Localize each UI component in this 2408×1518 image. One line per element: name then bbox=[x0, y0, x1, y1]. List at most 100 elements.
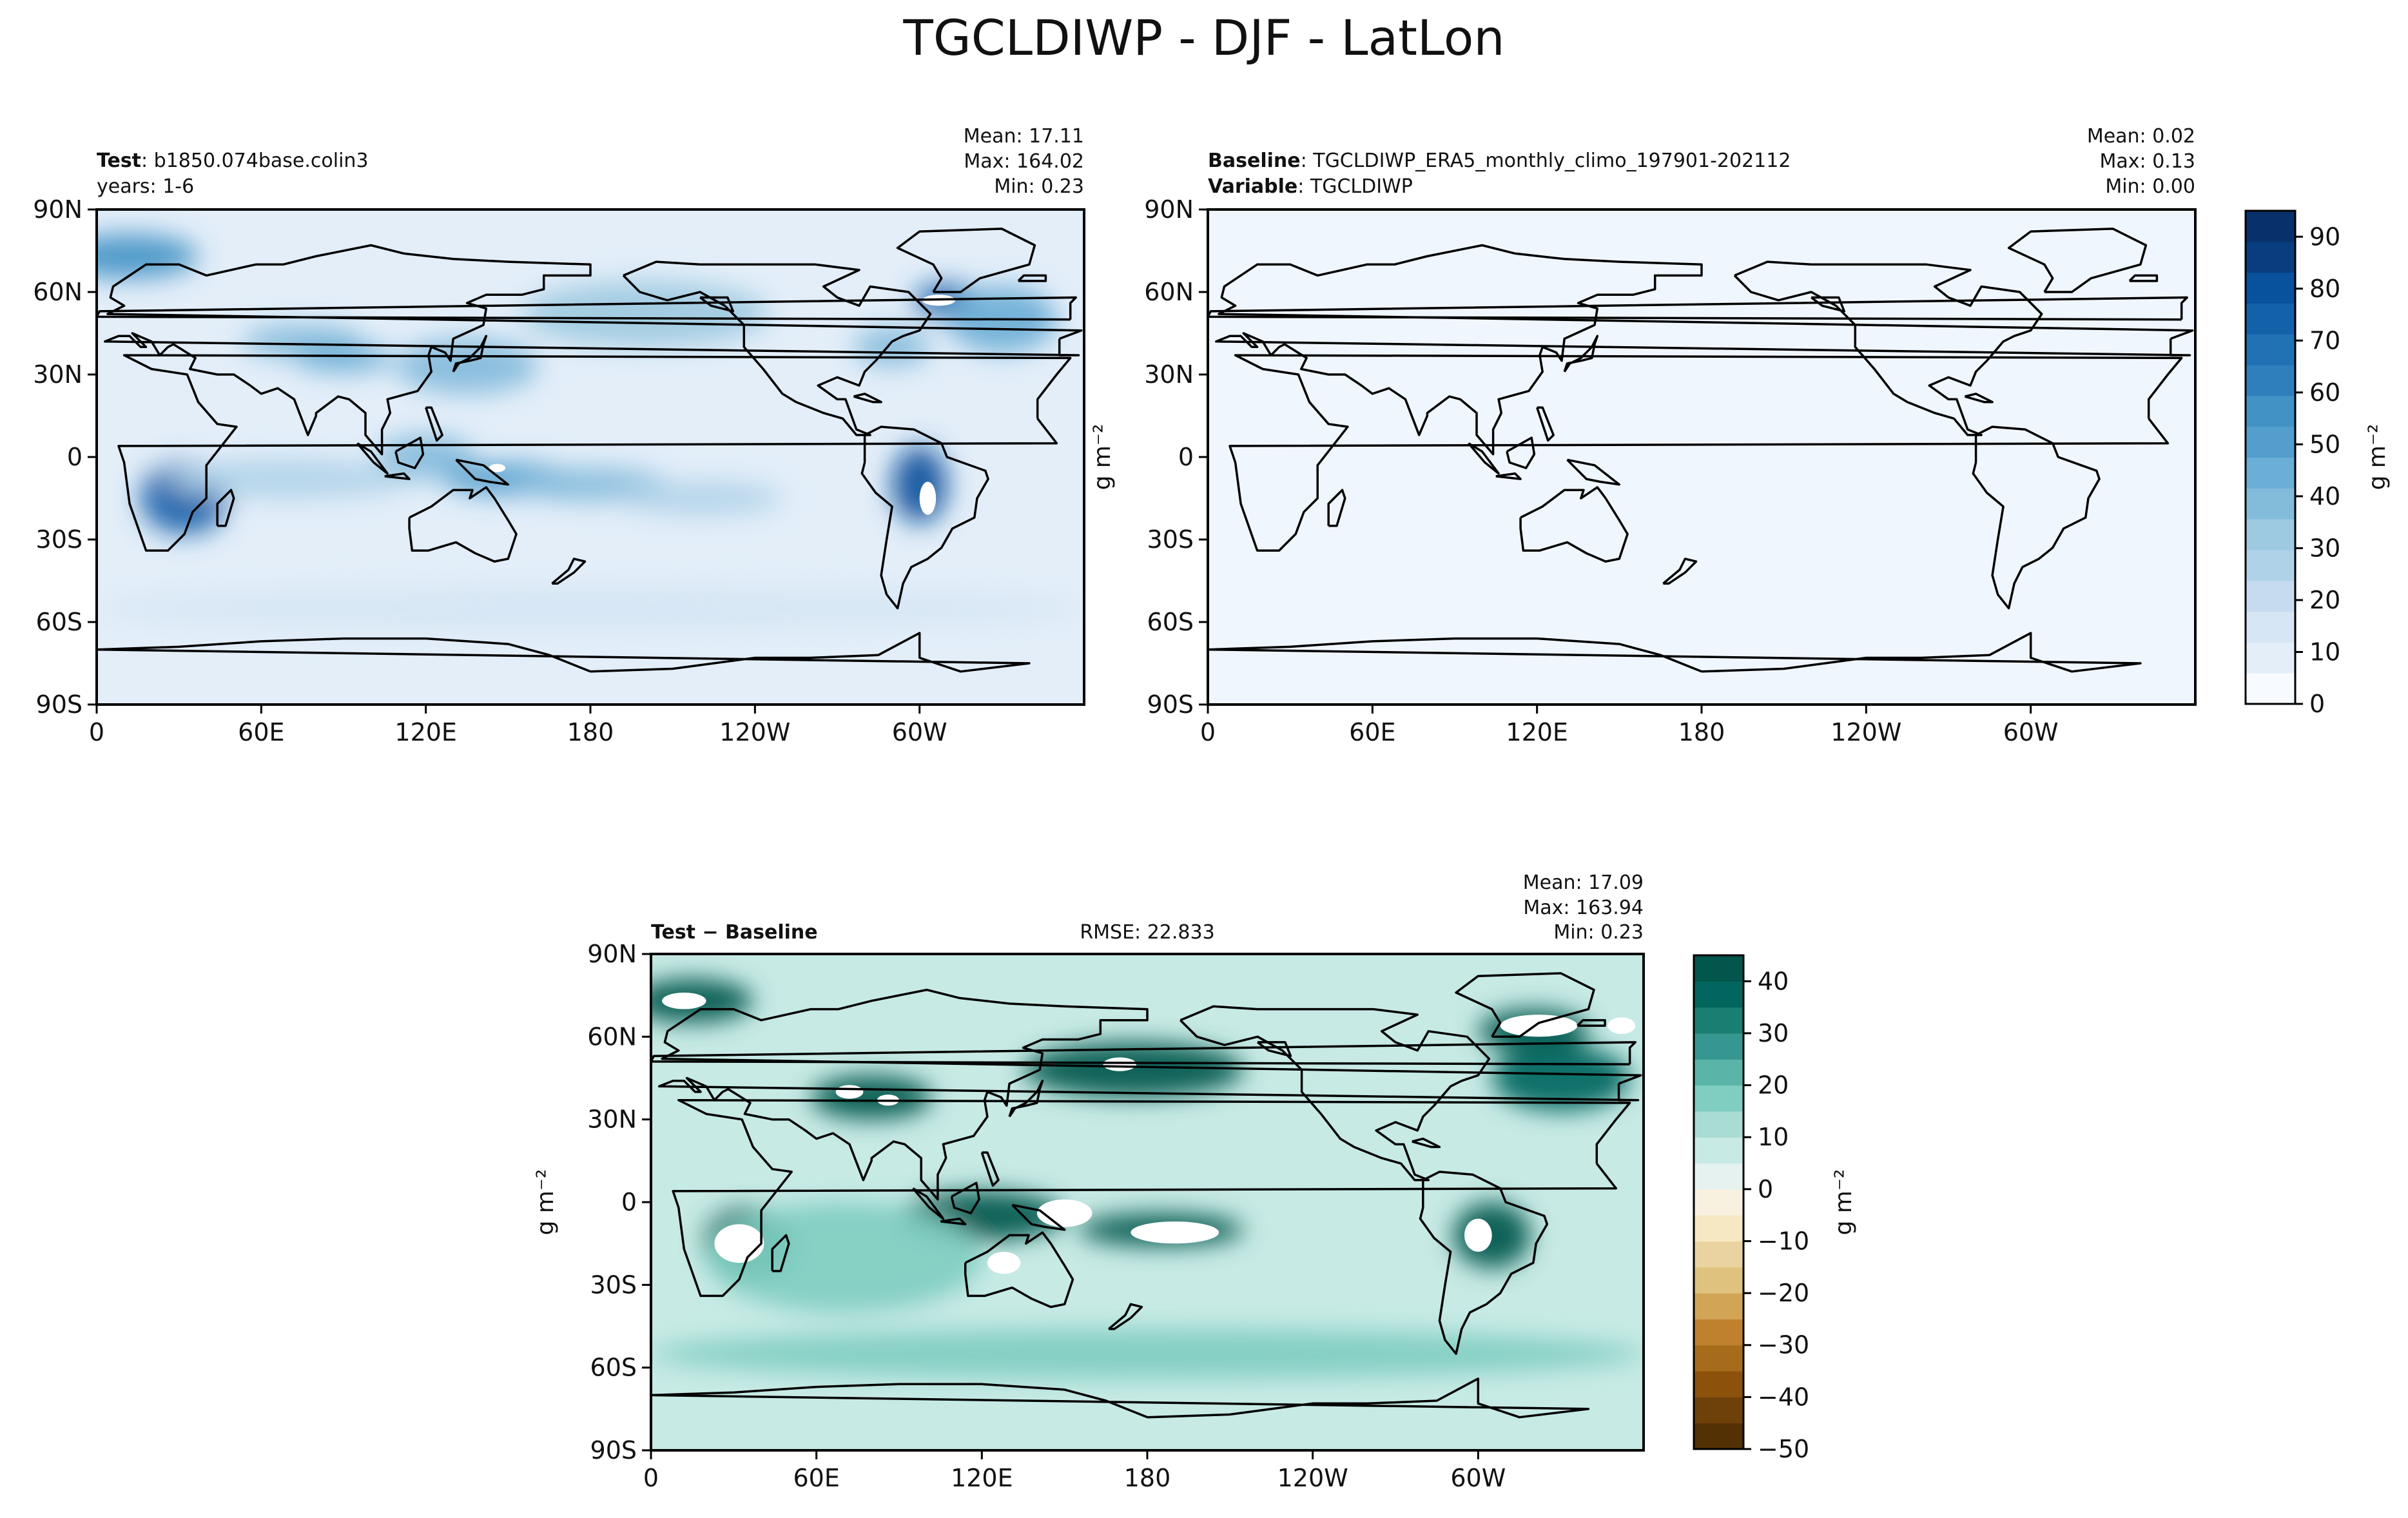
diff-xtick-label: 180 bbox=[1124, 1464, 1171, 1492]
diff-field-blobs bbox=[651, 978, 1644, 1379]
colorbar-blues-cell bbox=[2246, 549, 2295, 581]
test-coastline bbox=[104, 244, 1083, 456]
test-coastline bbox=[853, 393, 882, 404]
diff-field-saturated bbox=[1607, 1017, 1636, 1035]
panel-baseline-stat-min: Min: 0.00 bbox=[2105, 175, 2195, 198]
colorbar-diff-tick-label: 30 bbox=[1758, 1019, 1789, 1047]
test-coastline bbox=[97, 632, 1031, 673]
diff-coastline bbox=[1412, 1137, 1441, 1149]
panel-baseline-label: Baseline: TGCLDIWP_ERA5_monthly_climo_19… bbox=[1208, 150, 1791, 172]
diff-ytick-label: 0 bbox=[621, 1188, 637, 1216]
baseline-ytick-label: 30S bbox=[1147, 525, 1194, 554]
panel-baseline-label-bold: Baseline bbox=[1208, 150, 1301, 172]
panel-test: Test: b1850.074base.colin3 years: 1-6 Me… bbox=[33, 125, 1085, 746]
colorbar-blues-cell bbox=[2246, 303, 2295, 335]
colorbar-blues-cell bbox=[2246, 457, 2295, 489]
colorbar-diff-cell bbox=[1694, 1345, 1743, 1372]
diff-xtick-label: 60W bbox=[1450, 1464, 1506, 1492]
diff-coastline bbox=[940, 1217, 967, 1225]
colorbar-blues-tick-label: 60 bbox=[2309, 378, 2340, 407]
panel-diff-axes: 0 60E 120E 180 120W 60W 90N 60N 30N 0 30S 60S 90S bbox=[587, 940, 1506, 1492]
diff-coastline bbox=[658, 988, 1642, 1201]
colorbar-blues-cell bbox=[2246, 580, 2295, 612]
panel-diff-label-bold: Test bbox=[651, 921, 695, 944]
colorbar-diff-tick-label: −10 bbox=[1758, 1227, 1809, 1255]
colorbar-blues: 0 10 20 30 40 50 60 70 80 90 g m⁻² bbox=[2244, 209, 2391, 718]
test-coastline bbox=[384, 472, 411, 480]
colorbar-blues-tick-label: 80 bbox=[2309, 275, 2340, 303]
baseline-coastline bbox=[1208, 632, 2142, 673]
test-coastline bbox=[452, 335, 488, 373]
colorbar-diff-cell bbox=[1694, 1137, 1743, 1164]
diff-ytick-label: 30S bbox=[590, 1270, 637, 1299]
diff-ytick-label: 30N bbox=[587, 1105, 637, 1134]
test-ytick-label: 60N bbox=[33, 278, 83, 306]
panel-test-coastlines bbox=[97, 228, 1083, 673]
baseline-coastline bbox=[1215, 244, 2194, 456]
diff-field-feature bbox=[1491, 1045, 1630, 1111]
panel-baseline-axes: 0 60E 120E 180 120W 60W 90N 60N 30N 0 30S 60S 90S bbox=[1144, 195, 2058, 746]
colorbar-diff-ticks: −50 −40 −30 −20 −10 0 10 20 30 40 bbox=[1743, 967, 1809, 1463]
baseline-ytick-label: 60N bbox=[1144, 278, 1194, 306]
colorbar-diff-cell bbox=[1694, 1163, 1743, 1190]
panel-test-stat-min: Min: 0.23 bbox=[994, 175, 1084, 198]
colorbar-diff-tick-label: −30 bbox=[1758, 1331, 1809, 1359]
baseline-coastline bbox=[2007, 228, 2148, 293]
test-ytick-label: 60S bbox=[36, 608, 83, 636]
test-coastline bbox=[455, 458, 510, 486]
diff-field-saturated bbox=[662, 992, 706, 1009]
diff-field-saturated bbox=[1131, 1221, 1219, 1244]
colorbar-blues-cell bbox=[2246, 519, 2295, 550]
panel-test-stat-max: Max: 164.02 bbox=[964, 150, 1084, 173]
diff-ytick-label: 90S bbox=[590, 1436, 637, 1464]
figure-title: TGCLDIWP - DJF - LatLon bbox=[903, 9, 1505, 66]
panel-test-field bbox=[97, 234, 1084, 630]
panel-baseline-stat-max: Max: 0.13 bbox=[2100, 150, 2195, 173]
colorbar-diff-tick-label: −50 bbox=[1758, 1435, 1809, 1463]
baseline-xtick-label: 60E bbox=[1349, 718, 1395, 746]
test-field-saturated bbox=[919, 482, 937, 515]
diff-ytick-label: 60N bbox=[587, 1022, 637, 1051]
baseline-coastline bbox=[1228, 354, 2183, 552]
baseline-coastline bbox=[1972, 425, 2101, 610]
diff-field-saturated bbox=[1036, 1199, 1092, 1227]
diff-coastline bbox=[1180, 1005, 1491, 1182]
diff-coastline bbox=[1008, 1080, 1044, 1118]
baseline-xtick-label: 120E bbox=[1506, 718, 1568, 746]
colorbar-diff-tick-label: 20 bbox=[1758, 1071, 1789, 1100]
diff-ytick-label: 90N bbox=[587, 940, 637, 968]
diff-coastline bbox=[912, 1187, 945, 1220]
panel-test-label: Test: b1850.074base.colin3 bbox=[97, 150, 369, 172]
colorbar-diff-cell bbox=[1694, 981, 1743, 1008]
diff-coastline bbox=[1577, 1018, 1606, 1027]
colorbar-blues-label: g m⁻² bbox=[2364, 424, 2391, 491]
colorbar-diff-tick-label: 10 bbox=[1758, 1123, 1789, 1151]
colorbar-diff-tick-label: 0 bbox=[1758, 1175, 1773, 1203]
colorbar-blues-tick-label: 0 bbox=[2309, 690, 2325, 718]
colorbar-diff-cell bbox=[1694, 1371, 1743, 1397]
diff-coastline bbox=[1011, 1203, 1066, 1231]
test-field-feature bbox=[892, 445, 947, 523]
test-coastline bbox=[896, 228, 1036, 293]
diff-coastline bbox=[964, 1231, 1074, 1309]
diff-field-feature bbox=[1023, 1042, 1244, 1098]
test-field-blobs bbox=[97, 234, 1084, 630]
panel-test-label-bold: Test bbox=[97, 150, 141, 172]
colorbar-diff-cell bbox=[1694, 1423, 1743, 1450]
test-field-feature bbox=[165, 460, 413, 499]
diff-coastline bbox=[1257, 1041, 1292, 1058]
colorbar-diff-tick-label: −40 bbox=[1758, 1383, 1809, 1411]
baseline-xtick-label: 60W bbox=[2003, 718, 2059, 746]
panel-diff: Test − Baseline RMSE: 22.833 Mean: 17.09… bbox=[532, 871, 1645, 1492]
colorbar-diff-cell bbox=[1694, 1111, 1743, 1138]
colorbar-diff-cell bbox=[1694, 1007, 1743, 1034]
colorbar-diff-cell bbox=[1694, 1319, 1743, 1346]
baseline-coastline bbox=[1965, 393, 1994, 404]
colorbar-blues-tick-label: 90 bbox=[2309, 222, 2340, 251]
test-field-feature bbox=[853, 327, 931, 367]
test-xtick-label: 0 bbox=[89, 718, 104, 746]
diff-field-saturated bbox=[835, 1085, 864, 1099]
colorbar-blues-cell bbox=[2246, 488, 2295, 520]
